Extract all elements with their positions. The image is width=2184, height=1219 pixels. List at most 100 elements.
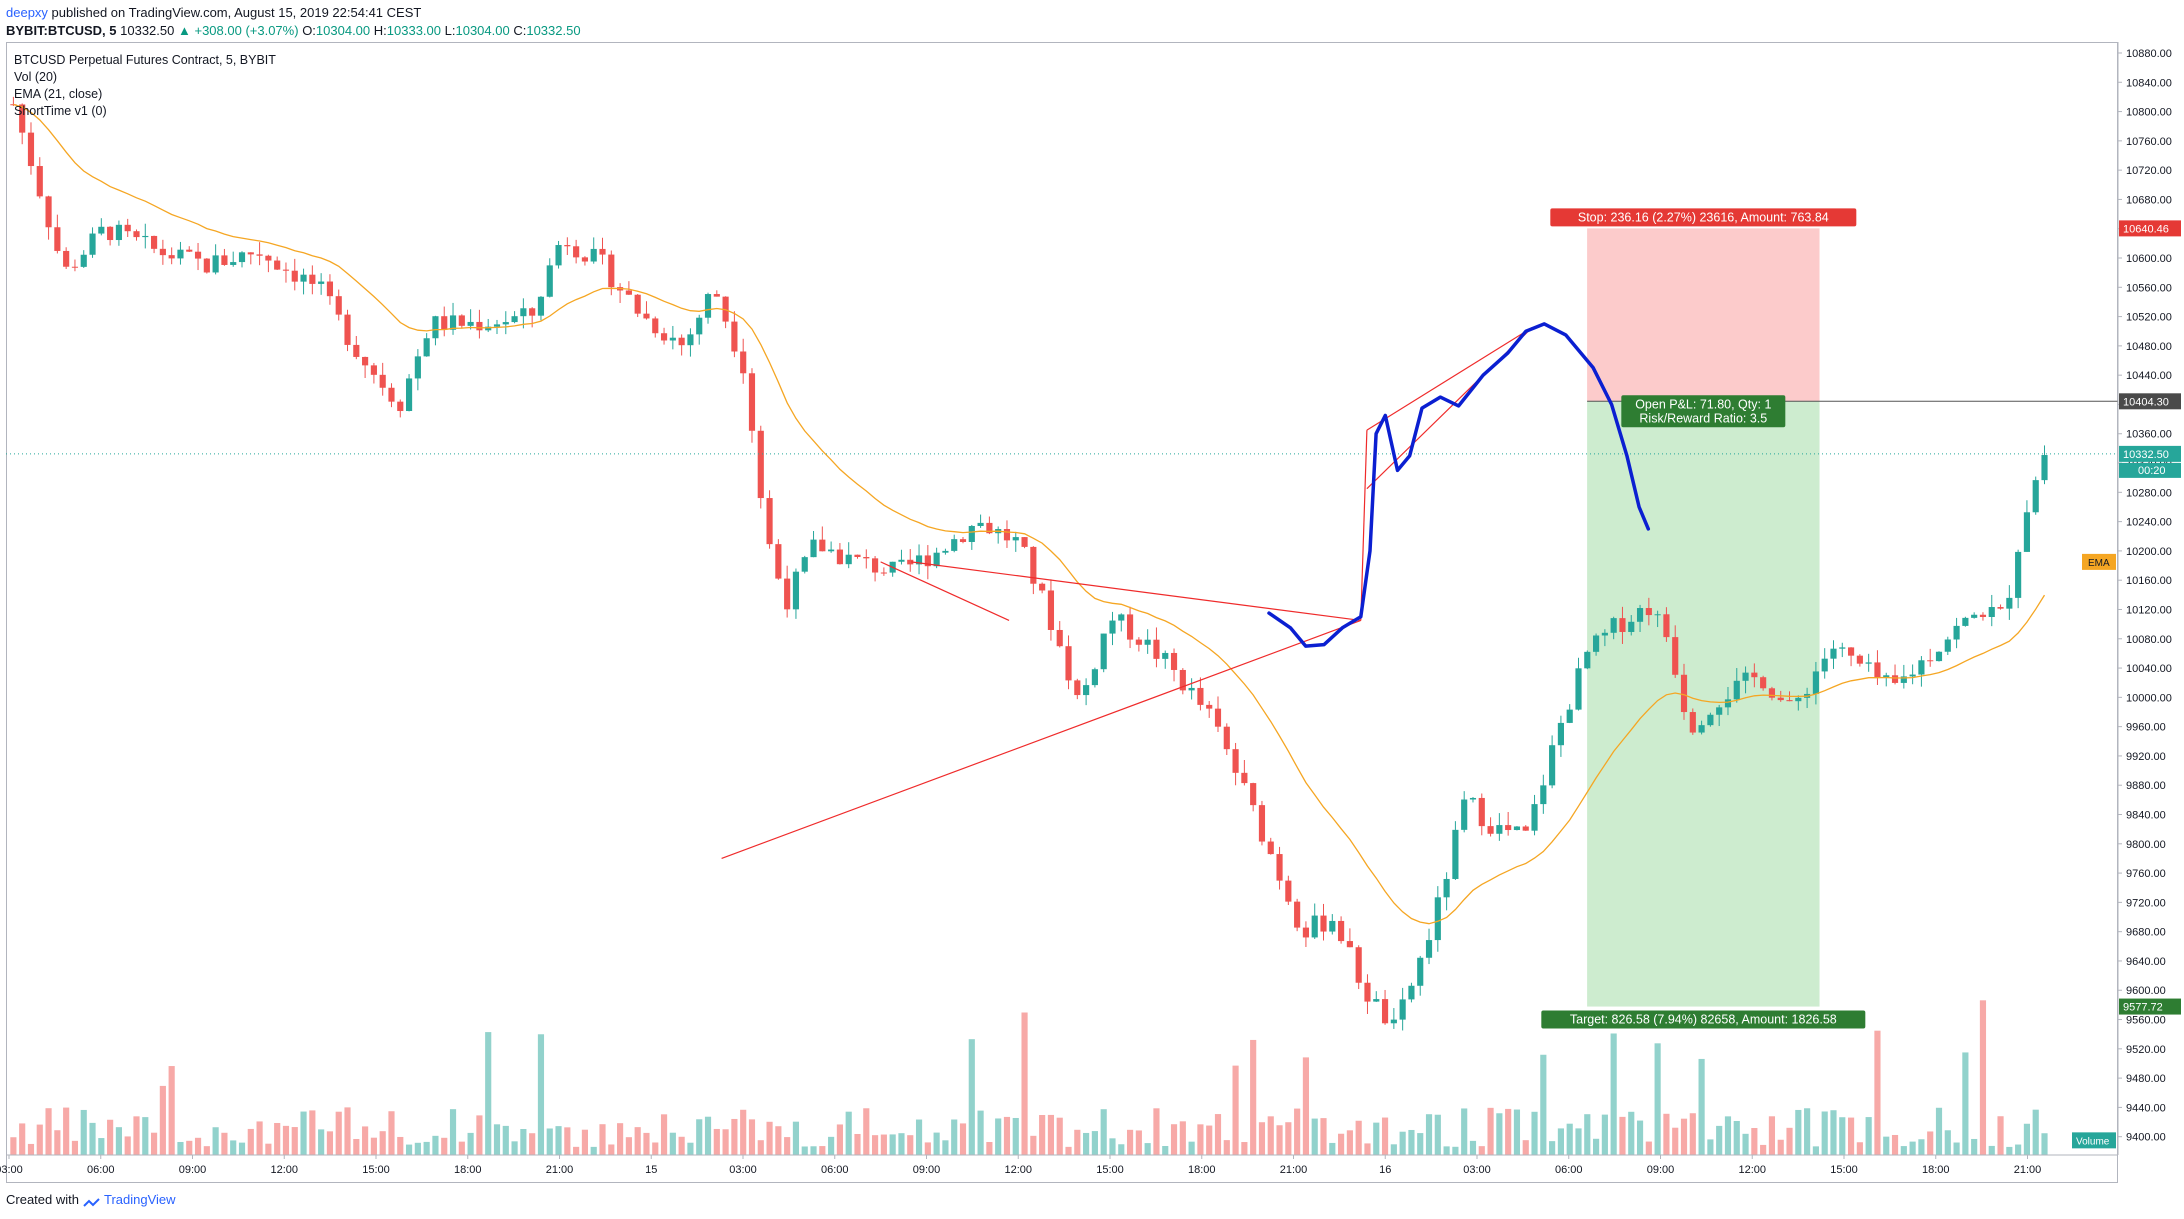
- volume-bar: [669, 1132, 676, 1155]
- candle-body: [353, 344, 360, 357]
- price-tick-label: 10720.00: [2126, 165, 2172, 177]
- volume-bar: [828, 1136, 835, 1155]
- volume-bar: [995, 1118, 1002, 1155]
- candle-body: [36, 166, 43, 197]
- candle-body: [1364, 982, 1371, 1002]
- volume-bar: [1557, 1128, 1564, 1155]
- volume-bar: [1258, 1122, 1266, 1155]
- price-tick-label: 10000.00: [2126, 692, 2172, 704]
- volume-bar: [1979, 1000, 1987, 1155]
- legend-custom[interactable]: ShortTime v1 (0): [14, 104, 107, 118]
- volume-bars: [10, 1000, 2048, 1155]
- volume-bar: [819, 1146, 826, 1155]
- candle-body: [1478, 797, 1485, 827]
- volume-bar: [590, 1146, 597, 1155]
- volume-bar: [405, 1144, 413, 1155]
- candle-body: [898, 559, 905, 562]
- volume-bar: [1593, 1138, 1600, 1155]
- volume-bar: [1927, 1131, 1934, 1155]
- volume-bar: [397, 1136, 404, 1155]
- candle-body: [1751, 672, 1758, 678]
- volume-bar: [1663, 1113, 1670, 1155]
- ema-tag-text: EMA: [2088, 558, 2110, 569]
- chart-legend: BTCUSD Perpetual Futures Contract, 5, BY…: [14, 52, 276, 120]
- open-label: O:: [302, 23, 316, 38]
- candle-body: [476, 321, 483, 331]
- candle-body: [1733, 680, 1740, 700]
- candle-body: [493, 324, 501, 327]
- volume-bar: [115, 1127, 122, 1155]
- volume-bar: [1425, 1114, 1433, 1155]
- volume-bar: [221, 1132, 228, 1155]
- volume-bar: [1012, 1117, 1019, 1155]
- volume-bar: [98, 1138, 105, 1155]
- volume-bar: [1997, 1116, 2004, 1155]
- volume-bar: [291, 1127, 298, 1155]
- volume-bar: [915, 1119, 923, 1155]
- volume-bar: [1689, 1113, 1696, 1155]
- time-tick-label: 21:00: [2014, 1164, 2042, 1176]
- volume-bar: [836, 1124, 843, 1155]
- publish-info: deepxy published on TradingView.com, Aug…: [6, 4, 581, 22]
- volume-bar: [1311, 1118, 1318, 1155]
- price-tick-label: 10440.00: [2126, 370, 2172, 382]
- candle-body: [1338, 920, 1345, 942]
- volume-bar: [757, 1140, 764, 1155]
- candle-body: [792, 571, 800, 610]
- pnl-label-2: Risk/Reward Ratio: 3.5: [1639, 411, 1767, 425]
- candle-body: [1575, 668, 1582, 710]
- candle-body: [1100, 633, 1107, 670]
- candle-body: [959, 539, 967, 542]
- candle-body: [1821, 658, 1828, 672]
- candle-body: [1144, 639, 1151, 645]
- price-change: ▲ +308.00 (+3.07%): [178, 23, 299, 38]
- triangle-upper-line: [880, 561, 1010, 622]
- candle-body: [1566, 709, 1573, 723]
- tradingview-brand[interactable]: TradingView: [104, 1192, 176, 1207]
- volume-bar: [353, 1138, 360, 1155]
- volume-tag: [2072, 1132, 2116, 1149]
- volume-bar: [1680, 1118, 1688, 1155]
- volume-bar: [1760, 1144, 1767, 1155]
- legend-ema[interactable]: EMA (21, close): [14, 87, 103, 101]
- price-tick-label: 9720.00: [2126, 897, 2166, 909]
- candle-body: [318, 281, 325, 284]
- legend-vol[interactable]: Vol (20): [14, 70, 58, 84]
- candle-body: [1971, 614, 1978, 618]
- volume-bar: [1241, 1142, 1248, 1155]
- volume-bar: [1777, 1139, 1784, 1155]
- candle-body: [1777, 697, 1784, 701]
- candle-body: [1847, 647, 1855, 656]
- time-tick-label: 15:00: [1830, 1164, 1858, 1176]
- volume-bar: [784, 1137, 791, 1155]
- candle-body: [546, 265, 553, 297]
- candle-body: [1522, 826, 1529, 831]
- legend-title: BTCUSD Perpetual Futures Contract, 5, BY…: [14, 53, 276, 67]
- candle-body: [1276, 854, 1283, 881]
- candle-body: [326, 281, 334, 297]
- volume-bar: [880, 1134, 887, 1155]
- volume-bar: [1021, 1012, 1028, 1155]
- candle-body: [230, 262, 237, 265]
- price-tick-label: 10040.00: [2126, 663, 2172, 675]
- candle-body: [1179, 669, 1186, 691]
- candle-body: [1584, 651, 1591, 669]
- volume-bar: [511, 1141, 518, 1155]
- candle-body: [740, 351, 747, 374]
- candle-body: [282, 269, 290, 271]
- volume-bar: [151, 1132, 158, 1155]
- candle-body: [63, 250, 70, 267]
- candle-body: [177, 249, 184, 259]
- volume-bar: [1566, 1123, 1573, 1155]
- volume-bar: [177, 1141, 184, 1155]
- candle-body: [1883, 675, 1890, 678]
- candle-body: [397, 401, 404, 412]
- volume-bar: [1320, 1118, 1327, 1155]
- candle-body: [1197, 687, 1204, 705]
- volume-bar: [1962, 1052, 1969, 1155]
- volume-bar: [1100, 1109, 1107, 1155]
- author-link[interactable]: deepxy: [6, 5, 48, 20]
- volume-bar: [1135, 1130, 1142, 1155]
- candle-body: [1162, 652, 1169, 659]
